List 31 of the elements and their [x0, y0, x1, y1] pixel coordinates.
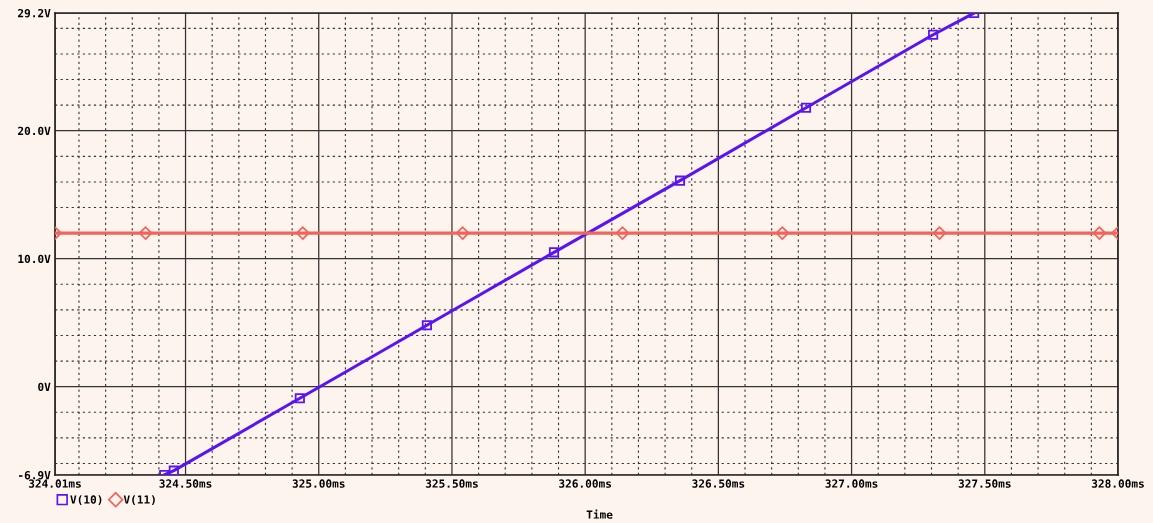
x-tick-label: 327.50ms [958, 479, 1011, 488]
x-tick-label: 325.00ms [292, 479, 345, 488]
legend-label: V(10) [70, 495, 102, 506]
y-tick-label: 29.2V [18, 8, 51, 18]
point [138, 226, 153, 240]
x-tick-label: 324.01ms [28, 479, 81, 488]
point [294, 393, 305, 404]
x-tick-label: 324.50ms [159, 479, 212, 488]
point [800, 102, 812, 113]
point [421, 320, 432, 331]
point [932, 226, 947, 240]
point [615, 226, 630, 240]
y-tick-label: 10.0V [18, 254, 51, 264]
legend-label: V(11) [123, 495, 155, 506]
point [928, 29, 939, 40]
x-tick-label: 327.00ms [825, 479, 878, 488]
point [674, 175, 686, 186]
point [775, 226, 790, 240]
x-tick-label: 326.00ms [559, 479, 612, 488]
y-tick-label: 20.0V [18, 126, 51, 136]
point [548, 247, 560, 258]
x-axis-title: Time [586, 509, 613, 519]
y-tick-label: -6.9V [19, 470, 51, 480]
x-tick-label: 326.50ms [692, 479, 745, 488]
point [455, 226, 470, 240]
point [295, 226, 310, 240]
y-tick-label: 0V [38, 382, 51, 392]
point [1092, 226, 1107, 240]
x-tick-label: 328.00ms [1091, 479, 1144, 488]
point [168, 465, 179, 475]
x-tick-label: 325.50ms [425, 479, 478, 488]
